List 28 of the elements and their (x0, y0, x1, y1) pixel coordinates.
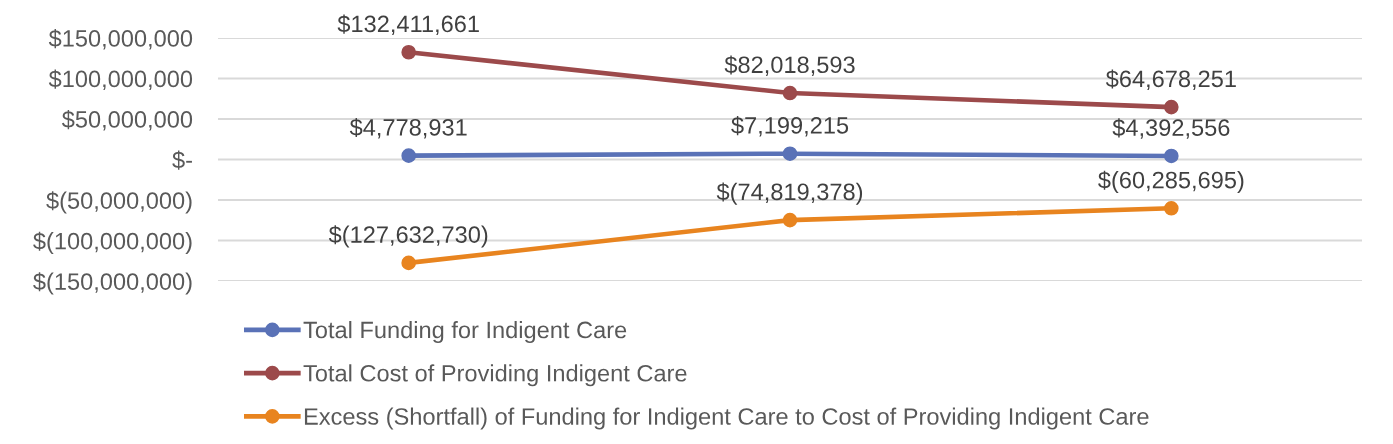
point (782, 212, 798, 228)
y-tick-label: $(150,000,000) (33, 272, 192, 295)
data-label: $4,778,931 (349, 117, 467, 139)
point (401, 148, 416, 163)
data-label: $132,411,661 (337, 14, 479, 36)
data-label: $(74,819,378) (716, 182, 863, 205)
y-tick-label: $(50,000,000) (46, 191, 192, 214)
point (782, 85, 798, 101)
y-tick-label: $- (172, 150, 192, 170)
point (401, 255, 416, 271)
data-label: $4,392,556 (1112, 118, 1230, 139)
point (1164, 148, 1179, 164)
y-tick-label: $150,000,000 (48, 29, 193, 50)
point (401, 44, 416, 60)
y-tick-label: $100,000,000 (48, 69, 193, 91)
point (782, 146, 798, 161)
point (1164, 99, 1179, 115)
data-label: $(60,285,695) (1098, 170, 1244, 194)
data-label: $7,199,215 (731, 116, 849, 137)
legend-label: Total Funding for Indigent Care (303, 321, 627, 344)
data-label: $64,678,251 (1105, 69, 1236, 90)
data-label: $82,018,593 (724, 55, 855, 76)
point (1164, 201, 1179, 216)
y-tick-label: $50,000,000 (61, 110, 193, 131)
y-tick-label: $(100,000,000) (33, 231, 192, 255)
legend-label: Total Cost of Providing Indigent Care (303, 364, 687, 387)
data-label: $(127,632,730) (328, 225, 488, 248)
legend-label: Excess (Shortfall) of Funding for Indigent Care to Cost of Providing Indigent Care (304, 407, 1149, 430)
